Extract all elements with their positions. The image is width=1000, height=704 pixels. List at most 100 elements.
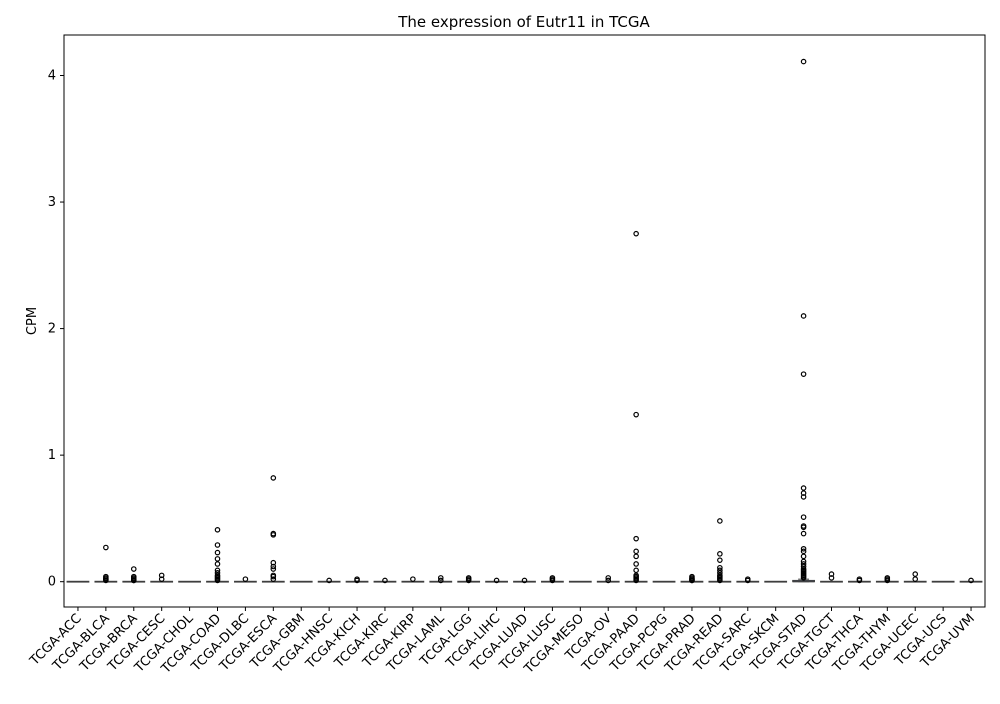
y-tick-label: 3	[48, 195, 56, 210]
box-group	[875, 575, 899, 584]
outlier-point	[717, 567, 723, 574]
box-group	[178, 580, 201, 583]
outlier-point	[270, 559, 277, 566]
outlier-point	[800, 58, 807, 65]
outlier-point	[633, 561, 639, 567]
outlier-point	[800, 371, 807, 377]
outlier-point	[912, 576, 919, 582]
outlier-point	[800, 313, 807, 319]
outlier-point	[800, 548, 807, 555]
outlier-point	[437, 575, 444, 581]
box-group	[652, 580, 676, 583]
outlier-point	[214, 570, 221, 576]
box-group	[764, 580, 788, 583]
outlier-point	[214, 567, 221, 574]
y-axis: 0 1 2 3 4	[48, 68, 64, 590]
outlier-point	[689, 577, 695, 584]
box-group	[429, 575, 453, 584]
box-group	[792, 58, 815, 583]
outlier-point	[437, 577, 444, 584]
chart-title: The expression of Eutr11 in TCGA	[397, 13, 650, 31]
outlier-point	[214, 549, 221, 556]
outlier-point	[465, 577, 472, 584]
outlier-point	[800, 563, 807, 570]
outlier-point	[605, 575, 612, 581]
box-group	[66, 580, 90, 583]
outlier-point	[605, 577, 612, 584]
box-group	[568, 580, 592, 583]
box-group	[234, 576, 257, 583]
outlier-point	[214, 556, 221, 562]
outlier-point	[800, 494, 807, 500]
box-group	[150, 572, 174, 583]
box-group	[736, 576, 760, 584]
outlier-point	[800, 530, 807, 537]
box-group	[401, 576, 425, 583]
outlier-point	[717, 564, 723, 571]
box-group	[345, 576, 369, 584]
box-group	[624, 230, 648, 584]
outlier-point	[103, 544, 109, 551]
outlier-point	[800, 575, 807, 581]
outlier-point	[103, 577, 109, 584]
box-group	[289, 580, 313, 583]
outlier-point	[270, 563, 277, 570]
outlier-point	[158, 572, 165, 579]
outlier-point	[270, 532, 277, 538]
outlier-point	[130, 577, 137, 584]
outlier-point	[270, 566, 277, 572]
x-axis: TCGA-ACCTCGA-BLCATCGA-BRCATCGA-CESCTCGA-…	[27, 607, 978, 677]
box-group	[122, 566, 146, 584]
box-group	[94, 544, 118, 584]
outlier-point	[521, 577, 528, 584]
plot-frame	[63, 34, 986, 608]
box-group	[820, 571, 843, 583]
plot-marks	[66, 58, 983, 584]
box-group	[457, 575, 481, 584]
outlier-point	[158, 576, 165, 582]
outlier-point	[800, 490, 807, 496]
outlier-point	[828, 571, 835, 577]
box-group	[206, 527, 229, 584]
outlier-point	[633, 553, 639, 560]
outlier-point	[884, 577, 891, 584]
box-group	[317, 577, 341, 584]
outlier-point	[633, 567, 639, 574]
outlier-point	[633, 230, 639, 237]
box-group	[680, 573, 704, 584]
outlier-point	[493, 577, 500, 584]
box-group	[373, 577, 397, 584]
box-group	[513, 577, 536, 584]
outlier-point	[800, 558, 807, 565]
outlier-point	[270, 475, 277, 481]
outlier-point	[912, 571, 919, 577]
box-group	[848, 576, 871, 584]
outlier-point	[800, 545, 807, 552]
outlier-point	[410, 576, 416, 582]
outlier-point	[242, 576, 249, 582]
outlier-point	[633, 577, 639, 584]
outlier-point	[214, 577, 221, 584]
outlier-point	[717, 570, 723, 576]
outlier-point	[717, 557, 723, 563]
y-tick-label: 2	[48, 322, 56, 337]
outlier-point	[717, 551, 723, 557]
y-axis-label: CPM	[25, 307, 40, 335]
outlier-point	[800, 514, 807, 520]
outlier-point	[633, 535, 639, 542]
outlier-point	[270, 576, 277, 582]
y-tick-label: 0	[48, 575, 56, 590]
outlier-point	[382, 577, 388, 584]
outlier-point	[800, 553, 807, 560]
outlier-point	[800, 561, 807, 567]
y-tick-label: 4	[48, 68, 56, 83]
outlier-point	[326, 577, 332, 584]
outlier-point	[549, 577, 556, 584]
outlier-point	[856, 577, 863, 584]
outlier-point	[800, 524, 807, 531]
box-group	[596, 575, 620, 584]
outlier-point	[354, 577, 360, 584]
y-tick-label: 1	[48, 448, 56, 463]
